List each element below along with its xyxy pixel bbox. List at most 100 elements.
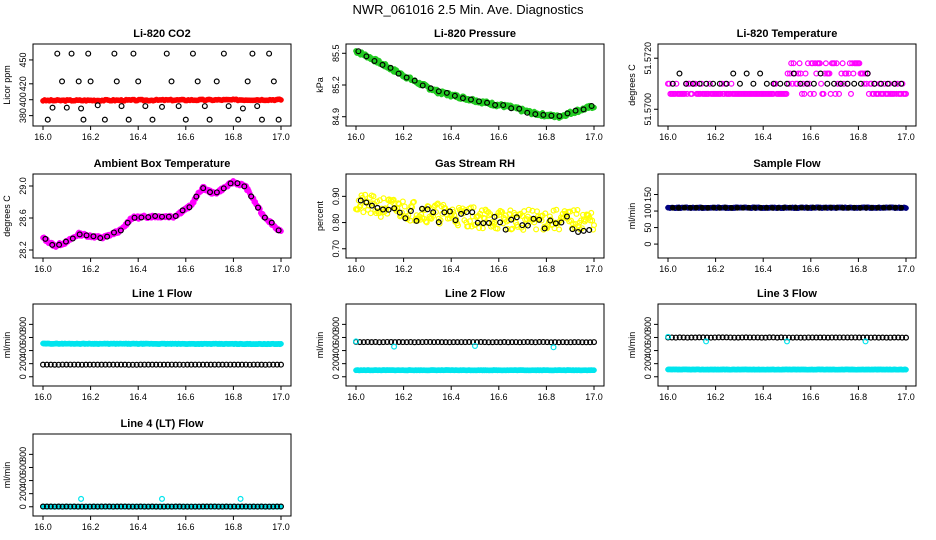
data-point bbox=[524, 222, 531, 229]
panel-1: Li-820 CO2 16.0 16.2 16.4 16.6 16.8 17.0 380400… bbox=[2, 28, 292, 142]
data-point bbox=[213, 78, 220, 85]
plot-frame bbox=[657, 303, 917, 387]
data-point bbox=[687, 204, 694, 211]
data-point bbox=[76, 231, 83, 238]
data-point bbox=[824, 80, 831, 87]
data-point bbox=[182, 116, 189, 123]
series-temperature bbox=[664, 60, 909, 97]
panel-title: Li-820 Temperature bbox=[737, 28, 838, 40]
data-point bbox=[455, 222, 462, 229]
x-tick-label: 17.0 bbox=[897, 392, 915, 402]
data-point bbox=[770, 80, 777, 87]
data-point bbox=[239, 105, 246, 112]
x-tick-label: 17.0 bbox=[585, 264, 603, 274]
x-tick-label: 16.2 bbox=[82, 522, 100, 532]
data-point bbox=[487, 210, 494, 217]
data-point bbox=[467, 96, 474, 103]
data-point bbox=[47, 361, 54, 368]
data-point bbox=[816, 205, 823, 211]
y-tick-label: 85.2 bbox=[331, 76, 341, 94]
data-point bbox=[793, 334, 800, 341]
x-tick-label: 16.4 bbox=[754, 132, 772, 142]
data-point bbox=[384, 338, 391, 345]
data-point bbox=[798, 90, 805, 97]
data-point bbox=[574, 206, 581, 213]
x-tick-label: 16.6 bbox=[490, 264, 508, 274]
data-point bbox=[172, 213, 179, 220]
data-point bbox=[898, 204, 905, 211]
data-point bbox=[705, 205, 711, 211]
y-tick-label: 400 bbox=[331, 343, 341, 358]
data-point bbox=[165, 213, 172, 220]
data-point bbox=[90, 361, 97, 368]
data-point bbox=[856, 60, 863, 67]
data-point bbox=[153, 361, 160, 368]
data-point bbox=[703, 338, 710, 345]
data-point bbox=[157, 503, 164, 510]
data-point bbox=[200, 185, 207, 192]
plot-frame bbox=[32, 433, 292, 517]
data-point bbox=[196, 503, 203, 510]
data-point bbox=[203, 503, 210, 510]
data-point bbox=[434, 200, 441, 207]
data-point bbox=[675, 205, 682, 211]
panel-6: Sample Flow 16.0 16.2 16.4 16.6 16.8 17.0 0 50 10… bbox=[627, 158, 917, 274]
x-tick-label: 16.6 bbox=[177, 264, 195, 274]
data-point bbox=[588, 209, 595, 216]
data-point bbox=[246, 361, 253, 368]
data-point bbox=[145, 503, 152, 510]
y-tick-label: 450 bbox=[18, 52, 28, 67]
data-point bbox=[86, 361, 93, 368]
x-tick-label: 16.2 bbox=[395, 392, 413, 402]
data-point bbox=[141, 503, 148, 510]
data-point bbox=[583, 339, 590, 346]
data-point bbox=[374, 204, 381, 211]
y-tick-label: 200 bbox=[18, 486, 28, 501]
data-point bbox=[223, 503, 230, 510]
data-point bbox=[215, 361, 222, 368]
data-point bbox=[831, 80, 838, 87]
data-point bbox=[363, 199, 370, 206]
data-point bbox=[59, 361, 66, 368]
data-point bbox=[413, 217, 420, 224]
data-point bbox=[783, 90, 790, 97]
data-point bbox=[783, 338, 790, 345]
data-point bbox=[419, 205, 426, 212]
data-point bbox=[832, 334, 839, 341]
data-point bbox=[435, 88, 442, 95]
data-point bbox=[237, 495, 244, 502]
data-point bbox=[821, 334, 828, 341]
data-point bbox=[525, 206, 532, 213]
series-outliers bbox=[664, 333, 869, 345]
data-point bbox=[356, 339, 363, 346]
data-point bbox=[874, 204, 881, 211]
data-point bbox=[219, 503, 226, 510]
data-point bbox=[750, 334, 757, 341]
data-point bbox=[477, 339, 484, 346]
x-tick-label: 16.2 bbox=[395, 132, 413, 142]
data-point bbox=[83, 232, 90, 239]
data-point bbox=[396, 209, 403, 216]
plot-frame bbox=[32, 43, 292, 127]
data-point bbox=[443, 89, 450, 96]
data-point bbox=[68, 50, 75, 57]
x-tick-label: 16.8 bbox=[850, 392, 868, 402]
data-point bbox=[168, 78, 175, 85]
data-point bbox=[801, 90, 808, 97]
y-tick-label: 84.9 bbox=[331, 108, 341, 126]
data-point bbox=[219, 361, 226, 368]
x-tick-label: 16.4 bbox=[129, 522, 147, 532]
data-point bbox=[807, 90, 814, 97]
data-point bbox=[176, 503, 183, 510]
data-point bbox=[532, 339, 539, 346]
data-point bbox=[706, 80, 713, 87]
data-point bbox=[69, 235, 76, 242]
data-point bbox=[902, 334, 909, 341]
data-point bbox=[556, 113, 563, 120]
data-point bbox=[458, 210, 465, 217]
data-point bbox=[78, 495, 85, 502]
data-point bbox=[778, 334, 785, 341]
data-point bbox=[55, 361, 62, 368]
data-point bbox=[587, 339, 594, 346]
data-point bbox=[548, 112, 555, 119]
